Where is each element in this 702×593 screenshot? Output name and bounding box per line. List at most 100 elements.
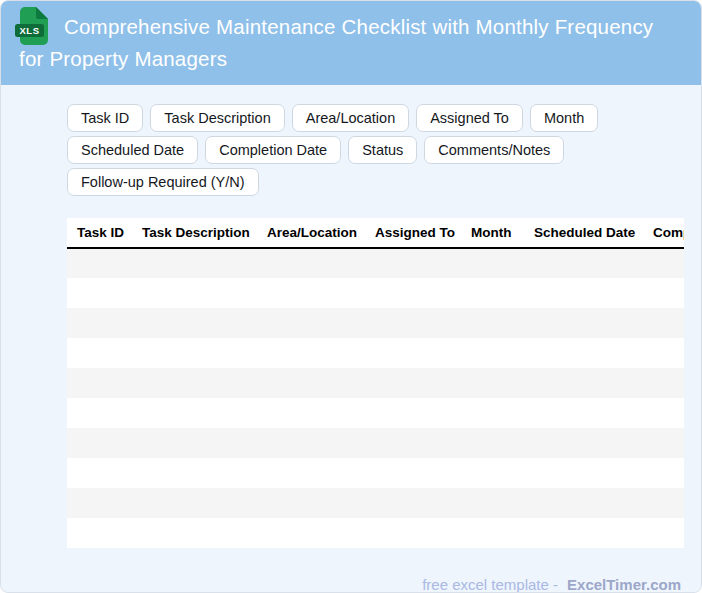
column-chip[interactable]: Task Description xyxy=(150,104,284,132)
table-cell xyxy=(461,308,524,338)
table-cell xyxy=(461,398,524,428)
table-cell xyxy=(132,488,257,518)
table-cell xyxy=(365,488,461,518)
xls-file-icon: XLS xyxy=(19,7,48,45)
table-cell xyxy=(257,338,365,368)
column-chip[interactable]: Assigned To xyxy=(416,104,523,132)
table-cell xyxy=(365,338,461,368)
column-chip[interactable]: Status xyxy=(348,136,417,164)
table-cell xyxy=(67,428,132,458)
table-row xyxy=(67,368,684,398)
column-chip[interactable]: Follow-up Required (Y/N) xyxy=(67,168,259,196)
table-cell xyxy=(257,278,365,308)
table-cell xyxy=(132,458,257,488)
svg-text:XLS: XLS xyxy=(20,25,40,36)
table-cell xyxy=(365,368,461,398)
table-cell xyxy=(524,518,643,548)
table-cell xyxy=(67,488,132,518)
table-cell xyxy=(67,518,132,548)
table-header-row: Task IDTask DescriptionArea/LocationAssi… xyxy=(67,218,684,248)
table-cell xyxy=(132,308,257,338)
footer: free excel template - ExcelTimer.com xyxy=(1,576,681,593)
table-cell xyxy=(67,338,132,368)
table-cell xyxy=(524,248,643,278)
table-cell xyxy=(461,248,524,278)
table-cell xyxy=(524,428,643,458)
table-row xyxy=(67,278,684,308)
table-header-cell: Task Description xyxy=(132,218,257,248)
table-header-cell: Completion Date xyxy=(643,218,684,248)
maintenance-checklist-table: Task IDTask DescriptionArea/LocationAssi… xyxy=(67,218,684,548)
table-cell xyxy=(257,368,365,398)
table-cell xyxy=(643,428,684,458)
table-cell xyxy=(132,428,257,458)
table-cell xyxy=(132,248,257,278)
table-cell xyxy=(643,308,684,338)
column-chip[interactable]: Month xyxy=(530,104,598,132)
table-cell xyxy=(67,368,132,398)
template-preview-card: XLS Comprehensive Maintenance Checklist … xyxy=(0,0,702,593)
table-cell xyxy=(461,428,524,458)
table-cell xyxy=(257,398,365,428)
table-cell xyxy=(365,278,461,308)
table-cell xyxy=(67,398,132,428)
table-cell xyxy=(257,458,365,488)
table-cell xyxy=(524,338,643,368)
table-cell xyxy=(524,458,643,488)
table-cell xyxy=(67,248,132,278)
page-title-line-2: for Property Managers xyxy=(19,47,227,70)
table-row xyxy=(67,308,684,338)
table-cell xyxy=(257,518,365,548)
page-title: XLS Comprehensive Maintenance Checklist … xyxy=(19,7,683,73)
column-chips: Task IDTask Description Area/LocationAssi… xyxy=(1,85,701,196)
table-cell xyxy=(365,398,461,428)
table-row xyxy=(67,518,684,548)
table-cell xyxy=(643,338,684,368)
page-title-line-1: Comprehensive Maintenance Checklist with… xyxy=(64,15,653,38)
table-cell xyxy=(257,248,365,278)
table-cell xyxy=(132,278,257,308)
column-chip[interactable]: Comments/Notes xyxy=(424,136,564,164)
table-cell xyxy=(365,308,461,338)
table-cell xyxy=(257,488,365,518)
table-cell xyxy=(365,248,461,278)
table-cell xyxy=(67,308,132,338)
table-cell xyxy=(643,488,684,518)
table-cell xyxy=(461,278,524,308)
table-cell xyxy=(132,338,257,368)
header-banner: XLS Comprehensive Maintenance Checklist … xyxy=(1,1,701,85)
table-cell xyxy=(132,518,257,548)
footer-text: free excel template - xyxy=(422,576,558,593)
table-cell xyxy=(257,308,365,338)
table-header-cell: Month xyxy=(461,218,524,248)
table-header-cell: Area/Location xyxy=(257,218,365,248)
footer-brand-link[interactable]: ExcelTimer.com xyxy=(567,576,681,593)
table-cell xyxy=(132,368,257,398)
table-body xyxy=(67,248,684,548)
table-cell xyxy=(524,308,643,338)
table-cell xyxy=(461,488,524,518)
table-cell xyxy=(257,428,365,458)
table-cell xyxy=(461,338,524,368)
table-cell xyxy=(643,398,684,428)
table-cell xyxy=(461,518,524,548)
column-chip[interactable]: Completion Date xyxy=(205,136,341,164)
table-cell xyxy=(461,458,524,488)
table-container: Task IDTask DescriptionArea/LocationAssi… xyxy=(67,218,684,548)
column-chip[interactable]: Area/Location xyxy=(292,104,409,132)
table-cell xyxy=(365,518,461,548)
column-chip[interactable]: Scheduled Date xyxy=(67,136,198,164)
table-row xyxy=(67,428,684,458)
table-row xyxy=(67,398,684,428)
table-header-cell: Scheduled Date xyxy=(524,218,643,248)
table-row xyxy=(67,248,684,278)
table-cell xyxy=(524,278,643,308)
table-row xyxy=(67,488,684,518)
table-header-cell: Assigned To xyxy=(365,218,461,248)
column-chip[interactable]: Task ID xyxy=(67,104,143,132)
table-cell xyxy=(132,398,257,428)
table-cell xyxy=(643,458,684,488)
table-row xyxy=(67,458,684,488)
table-row xyxy=(67,338,684,368)
table-cell xyxy=(461,368,524,398)
